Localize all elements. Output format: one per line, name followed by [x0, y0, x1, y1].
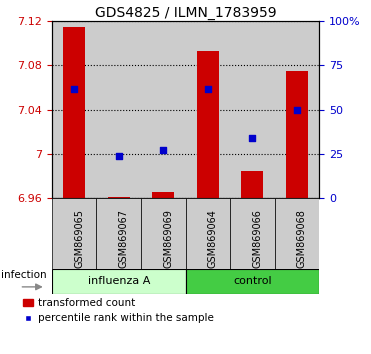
- Point: [205, 86, 211, 91]
- Text: infection: infection: [1, 270, 47, 280]
- Point: [160, 148, 166, 153]
- Point: [249, 135, 255, 141]
- Bar: [108, 197, 130, 198]
- Text: GSM869067: GSM869067: [119, 209, 129, 268]
- Text: GSM869068: GSM869068: [297, 209, 307, 268]
- Bar: [52, 198, 96, 269]
- Text: control: control: [233, 276, 272, 286]
- Text: GSM869064: GSM869064: [208, 209, 218, 268]
- Text: GSM869066: GSM869066: [252, 209, 262, 268]
- Point: [116, 153, 122, 159]
- Bar: [230, 198, 275, 269]
- Bar: [286, 71, 308, 198]
- Bar: [275, 21, 319, 198]
- Bar: [186, 269, 319, 294]
- Bar: [52, 21, 96, 198]
- Bar: [152, 192, 174, 198]
- Point: [294, 107, 300, 113]
- Bar: [96, 21, 141, 198]
- Title: GDS4825 / ILMN_1783959: GDS4825 / ILMN_1783959: [95, 6, 276, 20]
- Bar: [230, 21, 275, 198]
- Bar: [197, 51, 219, 198]
- Bar: [141, 198, 186, 269]
- Text: GSM869065: GSM869065: [74, 209, 84, 268]
- Bar: [63, 27, 85, 198]
- Bar: [186, 21, 230, 198]
- Bar: [186, 198, 230, 269]
- Text: GSM869069: GSM869069: [163, 209, 173, 268]
- Bar: [141, 21, 186, 198]
- Bar: [96, 198, 141, 269]
- Text: influenza A: influenza A: [88, 276, 150, 286]
- Point: [71, 86, 77, 91]
- Bar: [275, 198, 319, 269]
- Bar: [241, 171, 263, 198]
- Legend: transformed count, percentile rank within the sample: transformed count, percentile rank withi…: [19, 294, 219, 327]
- Bar: [52, 269, 186, 294]
